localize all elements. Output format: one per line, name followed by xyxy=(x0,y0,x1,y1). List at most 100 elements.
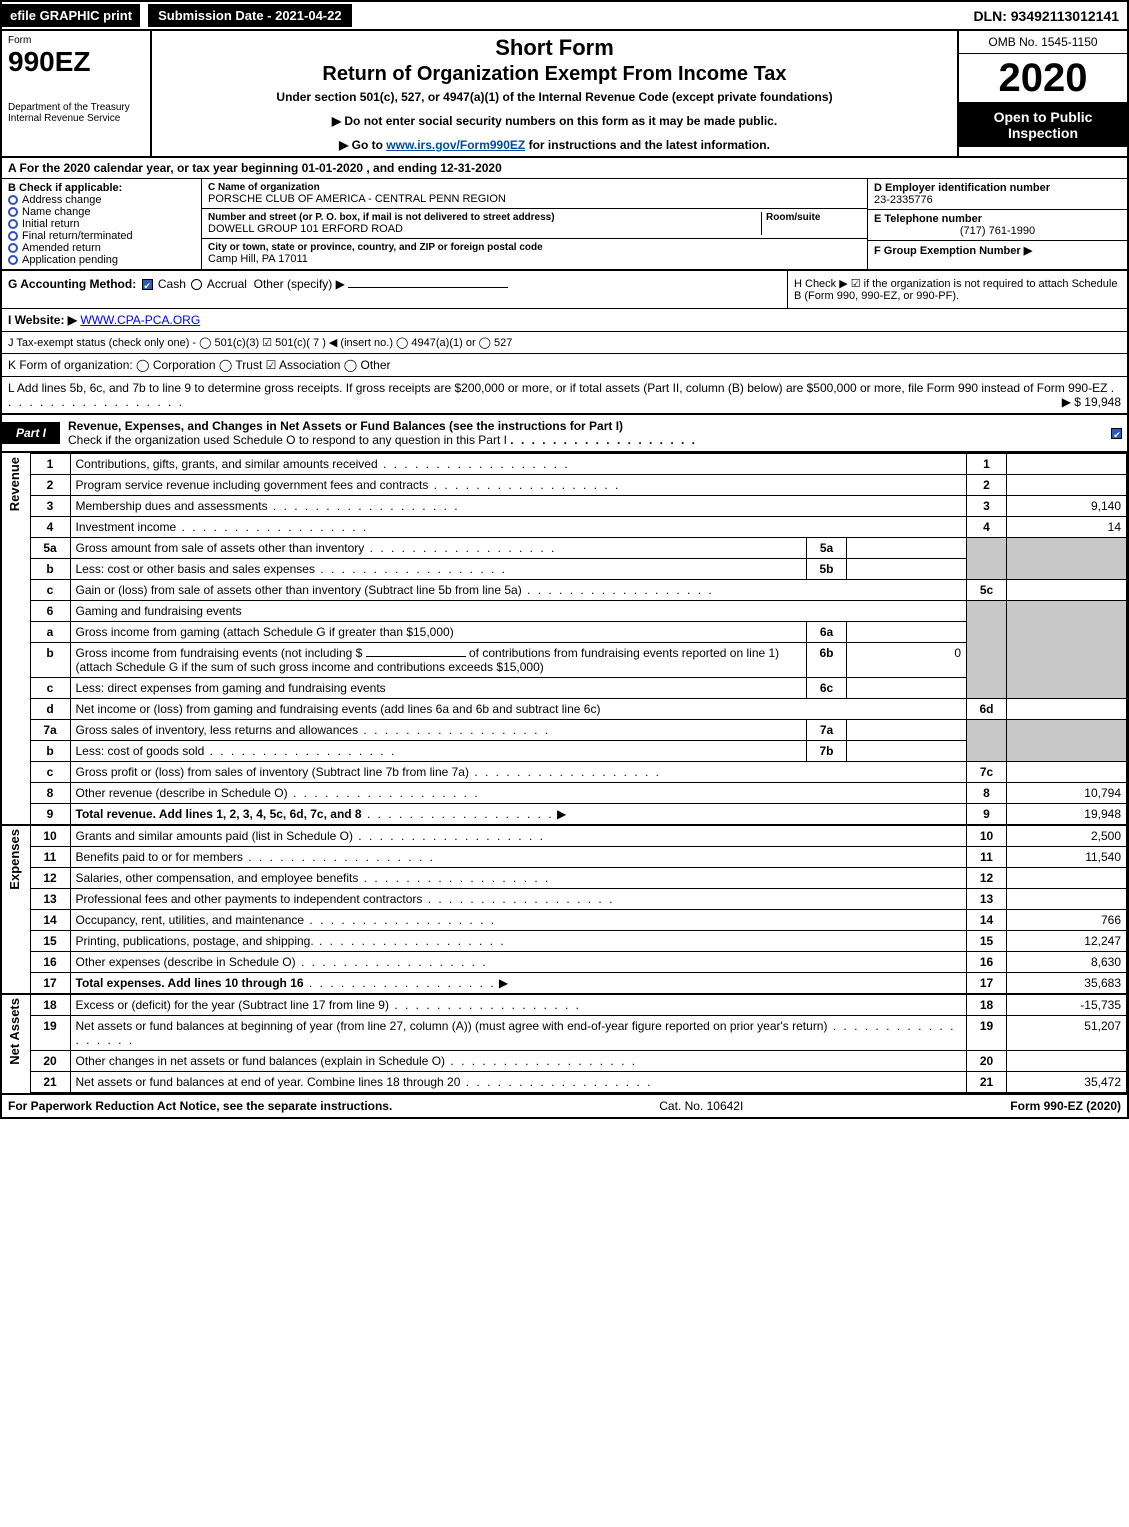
submission-date-button[interactable]: Submission Date - 2021-04-22 xyxy=(146,2,354,29)
dots-17 xyxy=(304,976,496,990)
n-6b: b xyxy=(30,643,70,678)
d-16: Other expenses (describe in Schedule O) xyxy=(76,955,296,969)
subval-6a xyxy=(847,622,967,643)
goto-suffix: for instructions and the latest informat… xyxy=(525,138,770,152)
C-name-label: C Name of organization xyxy=(208,182,861,193)
amt-12 xyxy=(1007,868,1127,889)
chk-name-change[interactable] xyxy=(8,207,18,217)
dots-8 xyxy=(288,786,480,800)
n-2: 2 xyxy=(30,475,70,496)
n-17: 17 xyxy=(30,973,70,995)
n-20: 20 xyxy=(30,1051,70,1072)
subval-5b xyxy=(847,559,967,580)
amt-6d xyxy=(1007,699,1127,720)
subval-6c xyxy=(847,678,967,699)
dots-7a xyxy=(358,723,550,737)
n-1: 1 xyxy=(30,454,70,475)
lines-table: Revenue 1 Contributions, gifts, grants, … xyxy=(2,453,1127,1093)
chk-application-pending[interactable] xyxy=(8,255,18,265)
amt-18: -15,735 xyxy=(1007,994,1127,1016)
dept-label: Department of the Treasury xyxy=(8,102,144,113)
amt-20 xyxy=(1007,1051,1127,1072)
B-item-5: Application pending xyxy=(22,254,118,266)
form-container: efile GRAPHIC print Submission Date - 20… xyxy=(0,0,1129,1119)
chk-initial-return[interactable] xyxy=(8,219,18,229)
netassets-label: Net Assets xyxy=(7,998,22,1065)
d-3: Membership dues and assessments xyxy=(76,499,268,513)
shade-5 xyxy=(967,538,1007,580)
chk-accrual[interactable] xyxy=(191,279,202,290)
d-14: Occupancy, rent, utilities, and maintena… xyxy=(76,913,305,927)
org-city: Camp Hill, PA 17011 xyxy=(208,253,861,265)
input-6b-contrib[interactable] xyxy=(366,656,466,657)
sub-6b: 6b xyxy=(807,643,847,678)
chk-amended-return[interactable] xyxy=(8,243,18,253)
shade-5amt xyxy=(1007,538,1127,580)
n-4: 4 xyxy=(30,517,70,538)
box-3: 3 xyxy=(967,496,1007,517)
D-ein-label: D Employer identification number xyxy=(874,182,1121,194)
expenses-label: Expenses xyxy=(7,829,22,890)
efile-print-button[interactable]: efile GRAPHIC print xyxy=(2,4,140,27)
G-accrual: Accrual xyxy=(207,277,247,291)
chk-schedule-o[interactable] xyxy=(1111,428,1122,439)
G-label: G Accounting Method: xyxy=(8,277,136,291)
B-item-2: Initial return xyxy=(22,218,79,230)
chk-cash[interactable] xyxy=(142,279,153,290)
F-group-label: F Group Exemption Number ▶ xyxy=(874,244,1121,257)
subval-5a xyxy=(847,538,967,559)
irs-link[interactable]: www.irs.gov/Form990EZ xyxy=(386,138,525,152)
sub-7a: 7a xyxy=(807,720,847,741)
C-city-label: City or town, state or province, country… xyxy=(208,242,861,253)
section-DEF: D Employer identification number 23-2335… xyxy=(867,179,1127,269)
amt-2 xyxy=(1007,475,1127,496)
chk-final-return[interactable] xyxy=(8,231,18,241)
box-20: 20 xyxy=(967,1051,1007,1072)
dots-9 xyxy=(362,807,554,821)
sub-7b: 7b xyxy=(807,741,847,762)
dots-5b xyxy=(315,562,507,576)
G-other-input[interactable] xyxy=(348,287,508,288)
dln-label: DLN: 93492113012141 xyxy=(965,4,1127,28)
part-I-header: Part I Revenue, Expenses, and Changes in… xyxy=(2,413,1127,453)
L-text: L Add lines 5b, 6c, and 7b to line 9 to … xyxy=(8,381,1107,395)
org-address: DOWELL GROUP 101 ERFORD ROAD xyxy=(208,223,761,235)
ein-value: 23-2335776 xyxy=(874,194,1121,206)
tax-year: 2020 xyxy=(959,54,1127,103)
section-B: B Check if applicable: Address change Na… xyxy=(2,179,202,269)
form-header: Form 990EZ Department of the Treasury In… xyxy=(2,31,1127,158)
open-to-public: Open to Public Inspection xyxy=(959,103,1127,147)
subval-6b: 0 xyxy=(847,643,967,678)
n-13: 13 xyxy=(30,889,70,910)
d-7b: Less: cost of goods sold xyxy=(76,744,205,758)
box-10: 10 xyxy=(967,825,1007,847)
website-link[interactable]: WWW.CPA-PCA.ORG xyxy=(80,313,200,327)
box-9: 9 xyxy=(967,804,1007,826)
d-2: Program service revenue including govern… xyxy=(76,478,429,492)
chk-address-change[interactable] xyxy=(8,195,18,205)
d-7a: Gross sales of inventory, less returns a… xyxy=(76,723,359,737)
d-6: Gaming and fundraising events xyxy=(70,601,967,622)
line-I: I Website: ▶ WWW.CPA-PCA.ORG xyxy=(2,309,1127,332)
n-11: 11 xyxy=(30,847,70,868)
part-I-tag: Part I xyxy=(2,422,60,444)
n-7b: b xyxy=(30,741,70,762)
irs-label: Internal Revenue Service xyxy=(8,113,144,124)
dots-partI xyxy=(510,433,697,447)
n-14: 14 xyxy=(30,910,70,931)
amt-7c xyxy=(1007,762,1127,783)
d-6b-1: Gross income from fundraising events (no… xyxy=(76,646,363,660)
d-6c: Less: direct expenses from gaming and fu… xyxy=(76,681,386,695)
sub-5a: 5a xyxy=(807,538,847,559)
footer-cat: Cat. No. 10642I xyxy=(392,1099,1010,1113)
d-9: Total revenue. Add lines 1, 2, 3, 4, 5c,… xyxy=(76,807,362,821)
form-subtitle: Under section 501(c), 527, or 4947(a)(1)… xyxy=(160,90,949,104)
shade-6 xyxy=(967,601,1007,699)
box-4: 4 xyxy=(967,517,1007,538)
d-5c: Gain or (loss) from sale of assets other… xyxy=(76,583,522,597)
box-7c: 7c xyxy=(967,762,1007,783)
H-text: H Check ▶ ☑ if the organization is not r… xyxy=(787,271,1127,308)
dots-4 xyxy=(176,520,368,534)
amt-9: 19,948 xyxy=(1007,804,1127,826)
d-7c: Gross profit or (loss) from sales of inv… xyxy=(76,765,469,779)
